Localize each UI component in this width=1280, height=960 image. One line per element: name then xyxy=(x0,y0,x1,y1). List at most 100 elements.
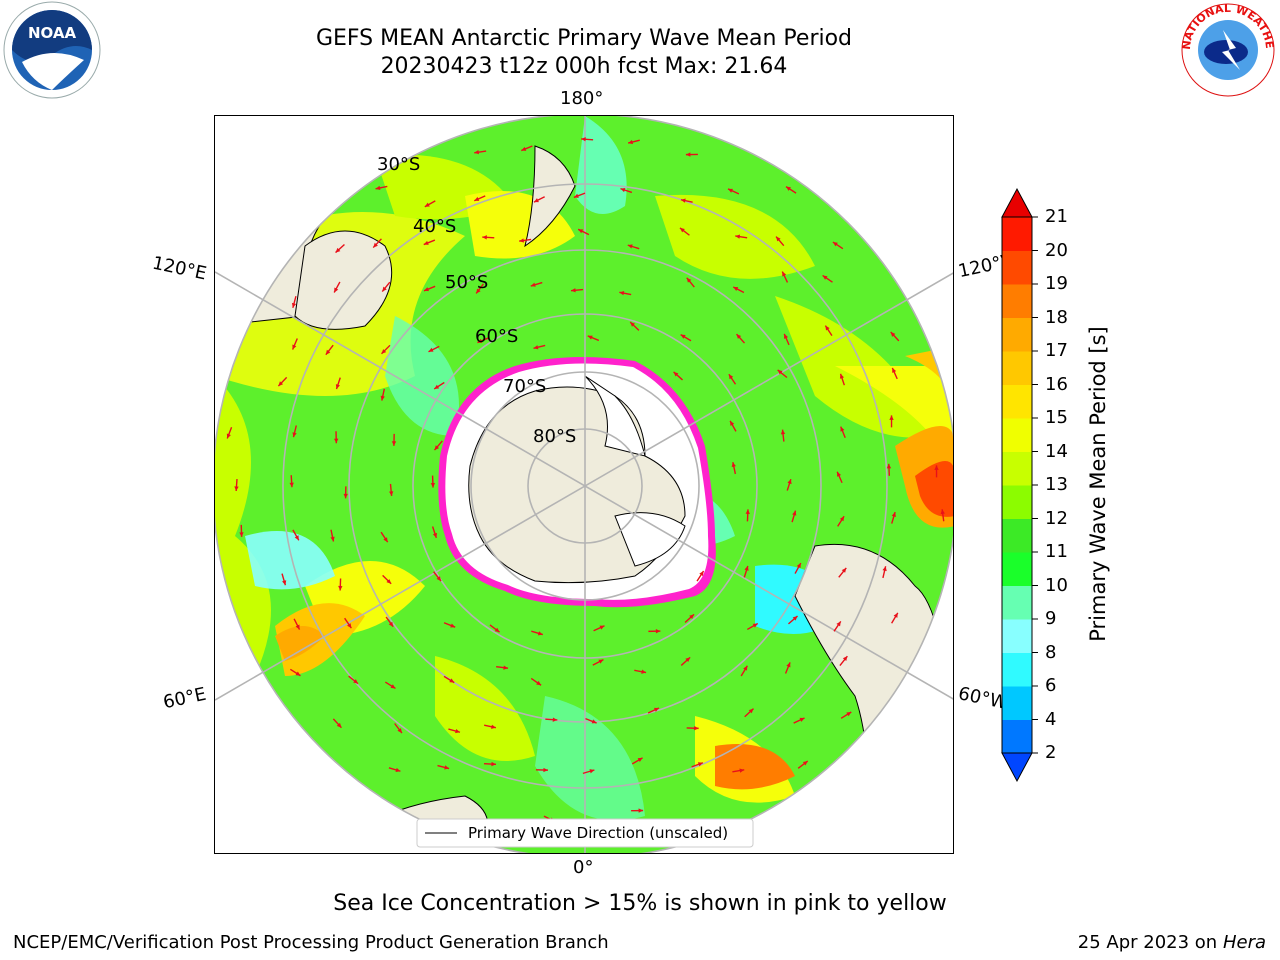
wave-arrow-head xyxy=(589,769,595,774)
wave-arrow-head xyxy=(680,198,686,203)
wave-arrow-head xyxy=(449,678,455,683)
wave-arrow-head xyxy=(282,580,287,586)
wave-arrow-head xyxy=(825,325,830,331)
wave-arrow-head xyxy=(934,465,939,470)
sea-ice-caption: Sea Ice Concentration > 15% is shown in … xyxy=(333,891,947,916)
wave-arrow-head xyxy=(638,808,644,813)
wave-arrow-head xyxy=(893,612,898,618)
wave-arrow-head xyxy=(733,286,739,291)
wave-arrow-head xyxy=(802,761,808,766)
wave-arrow-head xyxy=(226,433,231,439)
lon-label-0: 0° xyxy=(573,857,594,878)
wave-arrow-head xyxy=(837,471,842,477)
wave-arrow-head xyxy=(637,757,643,762)
wave-arrow-head xyxy=(940,509,945,515)
nws-logo: NATIONAL WEATHER SERVICE xyxy=(1174,0,1278,100)
lat-label-70s: 70°S xyxy=(503,376,546,397)
wave-arrow-head xyxy=(521,146,527,151)
colorbar-segment xyxy=(1002,552,1032,586)
wave-arrow-head xyxy=(836,621,841,627)
colorbar-segment xyxy=(1002,451,1032,486)
wave-arrow-head xyxy=(736,334,742,339)
colorbar-tick-label: 2 xyxy=(1045,742,1057,763)
colorbar-segment xyxy=(1002,518,1032,553)
colorbar-tick-label: 20 xyxy=(1045,239,1068,261)
colorbar-tick-label: 19 xyxy=(1045,273,1068,294)
colorbar-tick-label: 18 xyxy=(1045,306,1068,328)
wave-arrow-head xyxy=(782,271,787,277)
wave-arrow-head xyxy=(450,623,456,628)
lat-label-50s: 50°S xyxy=(445,272,488,293)
wave-arrow-head xyxy=(491,724,496,729)
lat-label-80s: 80°S xyxy=(533,426,576,447)
wave-arrow-head xyxy=(787,479,792,485)
wave-arrow-head xyxy=(533,345,539,350)
wave-arrow-head xyxy=(882,566,887,572)
colorbar-segment xyxy=(1002,418,1032,452)
colorbar-segment xyxy=(1002,217,1032,251)
colorbar-tick-label: 9 xyxy=(1045,608,1057,629)
wave-arrow-head xyxy=(390,684,396,689)
wave-arrow-head xyxy=(571,288,576,293)
wave-arrow-head xyxy=(423,240,429,245)
wave-arrow-head xyxy=(294,535,299,541)
wave-arrow-head xyxy=(482,235,487,240)
colorbar-segment xyxy=(1002,351,1032,385)
wave-arrow-head xyxy=(777,369,783,375)
wave-arrow-head xyxy=(627,244,633,249)
wave-arrow-head xyxy=(685,152,691,157)
noaa-logo-text: NOAA xyxy=(28,24,77,42)
wave-arrow-head xyxy=(752,623,758,628)
wave-arrow-head xyxy=(289,482,294,488)
colorbar-tick-label: 17 xyxy=(1045,340,1068,361)
wave-arrow-head xyxy=(581,137,586,142)
wave-arrow-head xyxy=(444,765,450,770)
wave-arrow-head xyxy=(745,509,750,514)
wave-arrow-head xyxy=(434,445,440,451)
wave-arrow-head xyxy=(292,432,297,438)
wave-arrow-head xyxy=(619,291,625,296)
lat-label-30s: 30°S xyxy=(377,154,420,175)
colorbar-tick-label: 14 xyxy=(1045,440,1068,462)
wave-arrow-head xyxy=(434,384,440,389)
wave-arrow-head xyxy=(455,728,460,734)
colorbar-segment xyxy=(1002,485,1032,519)
wave-arrow-head xyxy=(620,187,626,193)
colorbar-segment xyxy=(1002,686,1032,720)
colorbar-tick-label: 16 xyxy=(1045,373,1068,395)
page-title: GEFS MEAN Antarctic Primary Wave Mean Pe… xyxy=(315,26,853,51)
wave-arrow-head xyxy=(295,624,300,630)
wave-arrow-head xyxy=(338,585,343,591)
wave-arrow-head xyxy=(792,616,798,621)
colorbar-label: Primary Wave Mean Period [s] xyxy=(1086,326,1110,642)
wave-arrow-head xyxy=(832,242,838,247)
wave-arrow-head xyxy=(730,420,735,426)
wave-arrow-head xyxy=(334,438,339,444)
wave-arrow-head xyxy=(397,728,402,734)
wave-arrow-head xyxy=(655,629,661,634)
wave-arrow-head xyxy=(792,510,797,516)
wave-arrow-head xyxy=(543,767,548,773)
map-legend: Primary Wave Direction (unscaled) xyxy=(416,818,754,848)
wave-arrow-head xyxy=(686,277,692,283)
wave-arrow-head xyxy=(537,631,543,636)
wave-arrow-head xyxy=(389,491,394,496)
wave-arrow-head xyxy=(840,426,845,432)
colorbar-svg xyxy=(1001,187,1038,783)
colorbar xyxy=(998,185,1038,785)
wave-arrow-head xyxy=(382,286,387,292)
wave-arrow-head xyxy=(841,567,847,573)
wave-arrow-head xyxy=(573,193,579,198)
wave-arrow-head xyxy=(653,707,659,712)
wave-arrow-head xyxy=(735,234,741,239)
colorbar-segment xyxy=(1002,250,1032,285)
wave-arrow-head xyxy=(330,536,335,542)
wave-arrow-head xyxy=(799,717,805,722)
wave-arrow-head xyxy=(673,371,679,377)
colorbar-segment xyxy=(1002,719,1032,754)
wave-arrow-head xyxy=(780,429,786,435)
footer-credit: NCEP/EMC/Verification Post Processing Pr… xyxy=(13,932,609,953)
wave-arrow-head xyxy=(552,717,558,722)
colorbar-tick-label: 12 xyxy=(1045,507,1068,529)
wave-arrow-head xyxy=(383,537,388,543)
